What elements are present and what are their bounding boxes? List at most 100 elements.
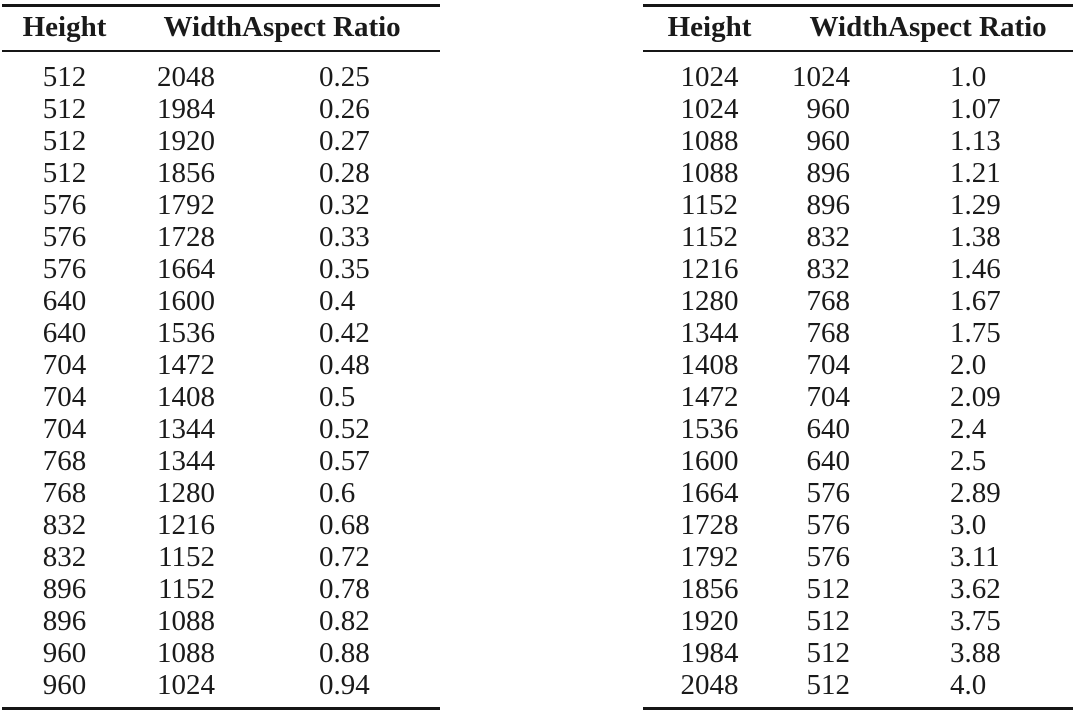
table-low-aspect: Height Width Aspect Ratio 512 2048 0.25 512… (2, 4, 440, 711)
aspect-ratio-cell: 0.52 (319, 413, 370, 446)
height-cell: 832 (42, 509, 87, 542)
width-cell: 1984 (157, 93, 215, 126)
height-cell: 768 (42, 445, 87, 478)
table-row: 1728 576 3.0 (643, 509, 1073, 541)
width-cell: 1344 (157, 413, 215, 446)
aspect-ratio-cell: 4.0 (950, 669, 987, 702)
table-row: 1600 640 2.5 (643, 445, 1073, 477)
width-cell: 1088 (157, 637, 215, 670)
width-cell: 896 (806, 189, 851, 222)
height-cell: 1344 (680, 317, 739, 350)
aspect-ratio-cell: 0.26 (319, 93, 370, 126)
column-header-height: Height (643, 5, 776, 53)
width-cell: 512 (806, 669, 851, 702)
height-cell: 1856 (680, 573, 739, 606)
aspect-ratio-cell: 2.0 (950, 349, 987, 382)
width-cell: 832 (806, 221, 851, 254)
column-header-aspect-ratio: Aspect Ratio (888, 5, 1073, 53)
aspect-ratio-cell: 0.32 (319, 189, 370, 222)
height-cell: 1280 (680, 285, 739, 318)
width-cell: 576 (806, 509, 851, 542)
aspect-ratio-cell: 1.29 (950, 189, 1001, 222)
table-row: 1152 832 1.38 (643, 221, 1073, 253)
table-row: 640 1536 0.42 (2, 317, 440, 349)
width-cell: 640 (806, 445, 851, 478)
table-row: 1408 704 2.0 (643, 349, 1073, 381)
table-row: 896 1088 0.82 (2, 605, 440, 637)
aspect-ratio-cell: 1.38 (950, 221, 1001, 254)
height-cell: 768 (42, 477, 87, 510)
height-cell: 1088 (680, 125, 739, 158)
height-cell: 832 (42, 541, 87, 574)
table-row: 1472 704 2.09 (643, 381, 1073, 413)
table-row: 1792 576 3.11 (643, 541, 1073, 573)
height-cell: 896 (42, 605, 87, 638)
height-cell: 896 (42, 573, 87, 606)
height-cell: 704 (42, 349, 87, 382)
column-header-width: Width (127, 5, 242, 53)
table-row: 768 1344 0.57 (2, 445, 440, 477)
height-cell: 960 (42, 669, 87, 702)
aspect-ratio-cell: 3.0 (950, 509, 987, 542)
width-cell: 512 (806, 637, 851, 670)
width-cell: 1024 (792, 61, 850, 94)
table-row: 704 1344 0.52 (2, 413, 440, 445)
height-cell: 1024 (680, 61, 739, 94)
aspect-ratio-cell: 3.11 (950, 541, 1000, 574)
table-row: 1024 960 1.07 (643, 93, 1073, 125)
aspect-ratio-cell: 2.89 (950, 477, 1001, 510)
table-row: 704 1408 0.5 (2, 381, 440, 413)
width-cell: 1280 (157, 477, 215, 510)
table-row: 576 1664 0.35 (2, 253, 440, 285)
width-cell: 1600 (157, 285, 215, 318)
width-cell: 768 (806, 285, 851, 318)
table-row: 832 1216 0.68 (2, 509, 440, 541)
table-row: 512 1984 0.26 (2, 93, 440, 125)
height-cell: 1216 (680, 253, 739, 286)
width-cell: 1408 (157, 381, 215, 414)
table-row: 1088 896 1.21 (643, 157, 1073, 189)
aspect-ratio-cell: 0.33 (319, 221, 370, 254)
width-cell: 1024 (157, 669, 215, 702)
table-body: 512 2048 0.25 512 1984 0.26 512 1920 0.27 512 1856… (2, 51, 440, 709)
aspect-ratio-cell: 0.68 (319, 509, 370, 542)
width-cell: 704 (806, 349, 851, 382)
height-cell: 1472 (680, 381, 739, 414)
aspect-ratio-cell: 0.4 (319, 285, 356, 318)
height-cell: 512 (42, 157, 87, 190)
table-row: 1536 640 2.4 (643, 413, 1073, 445)
height-cell: 512 (42, 125, 87, 158)
aspect-ratio-cell: 0.78 (319, 573, 370, 606)
aspect-ratio-cell: 0.88 (319, 637, 370, 670)
table-row: 1152 896 1.29 (643, 189, 1073, 221)
width-cell: 1920 (157, 125, 215, 158)
aspect-ratio-cell: 2.09 (950, 381, 1001, 414)
table-row: 576 1792 0.32 (2, 189, 440, 221)
aspect-ratio-cell: 0.48 (319, 349, 370, 382)
width-cell: 768 (806, 317, 851, 350)
width-cell: 576 (806, 541, 851, 574)
height-cell: 1088 (680, 157, 739, 190)
table-row: 1216 832 1.46 (643, 253, 1073, 285)
aspect-ratio-cell: 0.28 (319, 157, 370, 190)
width-cell: 704 (806, 381, 851, 414)
height-cell: 576 (42, 189, 87, 222)
height-cell: 960 (42, 637, 87, 670)
column-header-width: Width (776, 5, 888, 53)
aspect-ratio-cell: 3.62 (950, 573, 1001, 606)
table-row: 832 1152 0.72 (2, 541, 440, 573)
width-cell: 960 (806, 125, 851, 158)
table-row: 1856 512 3.62 (643, 573, 1073, 605)
aspect-ratio-cell: 3.88 (950, 637, 1001, 670)
table-row: 960 1024 0.94 (2, 669, 440, 709)
height-cell: 1024 (680, 93, 739, 126)
table-row: 768 1280 0.6 (2, 477, 440, 509)
height-cell: 1792 (680, 541, 739, 574)
column-header-height: Height (2, 5, 127, 53)
height-cell: 1728 (680, 509, 739, 542)
table-row: 512 2048 0.25 (2, 51, 440, 93)
height-cell: 704 (42, 381, 87, 414)
table-row: 704 1472 0.48 (2, 349, 440, 381)
resolution-table-right: Height Width Aspect Ratio 1024 1024 1.0 102… (643, 4, 1073, 711)
height-cell: 1408 (680, 349, 739, 382)
